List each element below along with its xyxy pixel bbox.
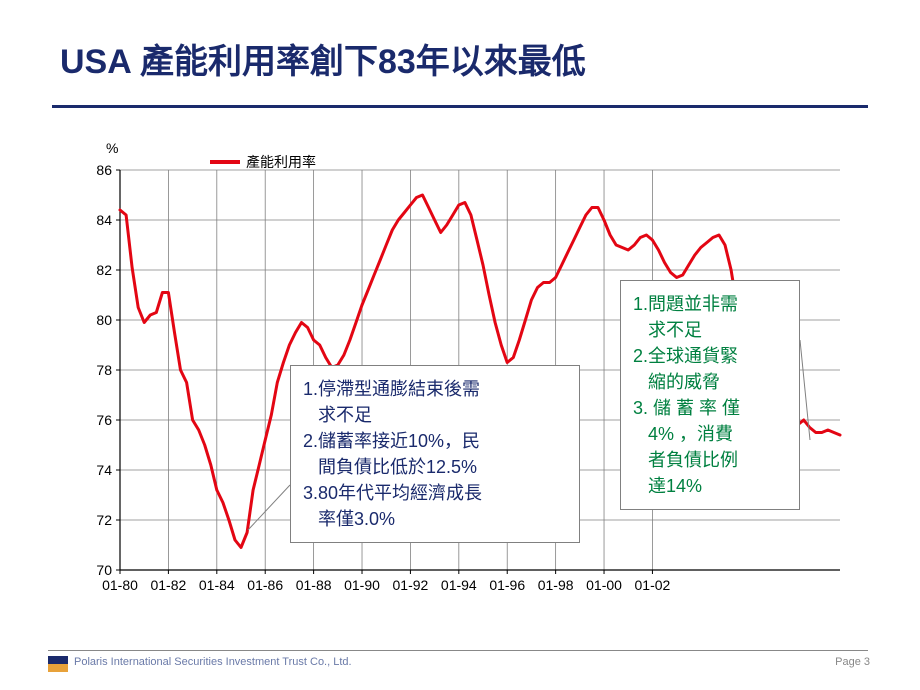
annotation-line: 1.停滯型通膨結束後需 bbox=[303, 376, 567, 402]
legend: 產能利用率 bbox=[210, 152, 316, 172]
svg-text:01-84: 01-84 bbox=[199, 577, 235, 593]
annotation-line: 2.全球通貨緊 bbox=[633, 343, 787, 369]
svg-text:01-90: 01-90 bbox=[344, 577, 380, 593]
legend-label: 產能利用率 bbox=[246, 152, 316, 172]
svg-text:82: 82 bbox=[96, 262, 112, 278]
chart-area: % 70727476788082848601-8001-8201-8401-86… bbox=[60, 140, 860, 620]
annotation-line: 4% ，消費 bbox=[633, 421, 787, 447]
svg-text:01-82: 01-82 bbox=[150, 577, 186, 593]
footer: Polaris International Securities Investm… bbox=[0, 650, 920, 680]
polaris-logo-icon bbox=[48, 656, 68, 672]
svg-text:80: 80 bbox=[96, 312, 112, 328]
legend-swatch bbox=[210, 160, 240, 164]
annotation-left: 1.停滯型通膨結束後需 求不足2.儲蓄率接近10%，民 間負債比低於12.5%3… bbox=[290, 365, 580, 543]
annotation-line: 達14% bbox=[633, 473, 787, 499]
svg-text:01-86: 01-86 bbox=[247, 577, 283, 593]
svg-text:01-92: 01-92 bbox=[393, 577, 429, 593]
annotation-line: 者負債比例 bbox=[633, 447, 787, 473]
annotation-line: 1.問題並非需 bbox=[633, 291, 787, 317]
svg-text:72: 72 bbox=[96, 512, 112, 528]
svg-text:01-00: 01-00 bbox=[586, 577, 622, 593]
annotation-right: 1.問題並非需 求不足2.全球通貨緊 縮的威脅3. 儲 蓄 率 僅 4% ，消費… bbox=[620, 280, 800, 510]
annotation-line: 率僅3.0% bbox=[303, 506, 567, 532]
annotation-line: 間負債比低於12.5% bbox=[303, 454, 567, 480]
svg-text:70: 70 bbox=[96, 562, 112, 578]
footer-rule bbox=[48, 650, 868, 651]
annotation-line: 縮的威脅 bbox=[633, 369, 787, 395]
annotation-line: 求不足 bbox=[303, 402, 567, 428]
annotation-line: 求不足 bbox=[633, 317, 787, 343]
svg-text:01-02: 01-02 bbox=[635, 577, 671, 593]
page-number: Page 3 bbox=[835, 656, 870, 668]
annotation-line: 2.儲蓄率接近10%，民 bbox=[303, 428, 567, 454]
svg-text:86: 86 bbox=[96, 162, 112, 178]
page-title: USA 產能利用率創下83年以來最低 bbox=[60, 34, 586, 83]
svg-text:01-80: 01-80 bbox=[102, 577, 138, 593]
svg-text:74: 74 bbox=[96, 462, 112, 478]
svg-text:84: 84 bbox=[96, 212, 112, 228]
svg-text:01-98: 01-98 bbox=[538, 577, 574, 593]
svg-text:01-96: 01-96 bbox=[489, 577, 525, 593]
annotation-line: 3. 儲 蓄 率 僅 bbox=[633, 395, 787, 421]
title-rule bbox=[52, 105, 868, 108]
svg-text:76: 76 bbox=[96, 412, 112, 428]
footer-company: Polaris International Securities Investm… bbox=[74, 656, 352, 668]
svg-text:01-88: 01-88 bbox=[296, 577, 332, 593]
annotation-line: 3.80年代平均經濟成長 bbox=[303, 480, 567, 506]
svg-text:78: 78 bbox=[96, 362, 112, 378]
svg-text:01-94: 01-94 bbox=[441, 577, 477, 593]
